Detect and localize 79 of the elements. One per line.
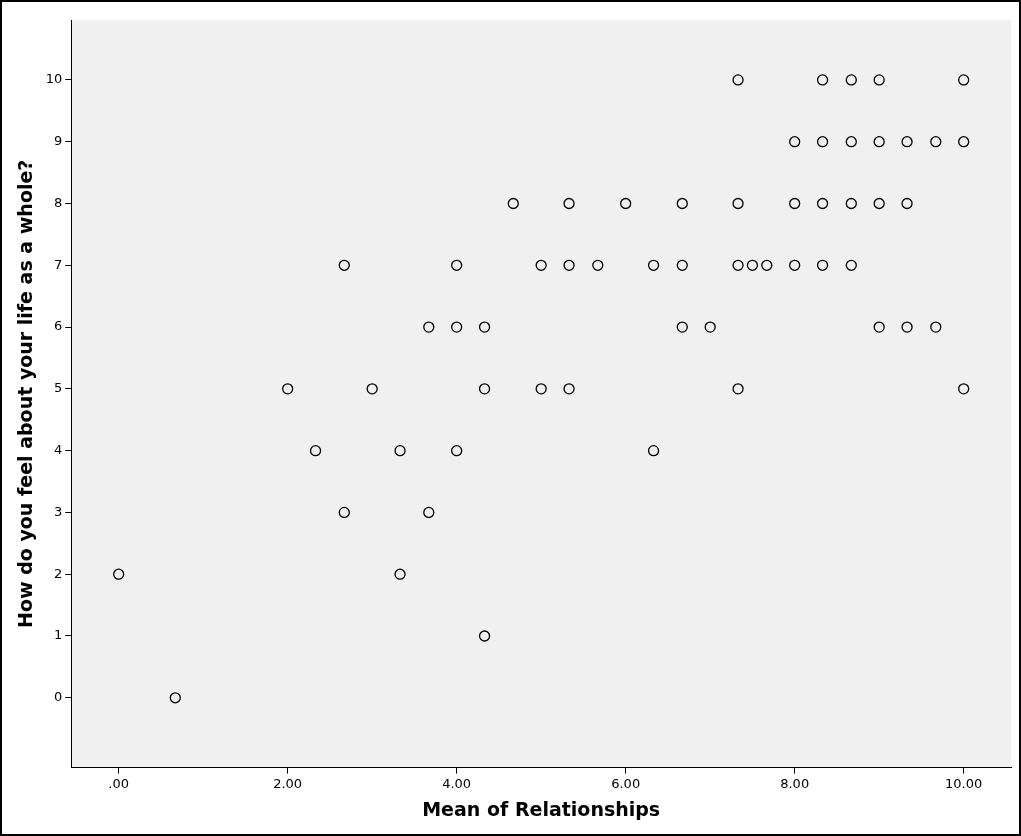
point xyxy=(732,383,744,395)
point xyxy=(478,630,491,642)
point xyxy=(423,321,435,333)
x-tick-label: 2.00 xyxy=(273,775,303,791)
y-tick-label: 10 xyxy=(45,71,63,87)
point xyxy=(704,321,716,333)
point xyxy=(816,74,829,86)
point xyxy=(647,259,660,271)
point xyxy=(816,197,829,210)
point xyxy=(901,197,913,210)
y-tick-label: 0 xyxy=(54,689,63,705)
point xyxy=(592,259,604,271)
y-tick-label: 2 xyxy=(54,565,63,581)
point xyxy=(789,136,801,148)
point xyxy=(746,259,759,271)
point xyxy=(873,321,885,333)
point xyxy=(958,383,970,395)
y-tick-label: 1 xyxy=(54,627,63,643)
point xyxy=(789,259,801,271)
point xyxy=(423,506,435,519)
point xyxy=(394,444,406,457)
point xyxy=(563,197,575,210)
point xyxy=(451,321,463,333)
point xyxy=(478,383,491,395)
point xyxy=(873,74,885,86)
point xyxy=(451,444,463,457)
point xyxy=(761,259,773,271)
point xyxy=(647,444,660,457)
point xyxy=(816,259,829,271)
y-tick-label: 9 xyxy=(54,133,63,149)
point xyxy=(169,692,181,704)
x-tick-label: 4.00 xyxy=(442,775,472,791)
point xyxy=(451,259,463,271)
point xyxy=(845,259,857,271)
point xyxy=(507,197,519,210)
y-tick-label: 7 xyxy=(54,256,63,272)
point xyxy=(732,197,744,210)
x-axis-title: Mean of Relationships xyxy=(422,797,661,820)
point xyxy=(845,74,857,86)
point xyxy=(478,321,491,333)
point xyxy=(789,197,801,210)
y-tick-label: 8 xyxy=(54,194,63,210)
point xyxy=(845,136,857,148)
point xyxy=(366,383,378,395)
point xyxy=(620,197,632,210)
point xyxy=(338,506,350,519)
point xyxy=(676,259,688,271)
point xyxy=(816,136,829,148)
point xyxy=(282,383,294,395)
point xyxy=(563,259,575,271)
x-tick-label: 10.00 xyxy=(945,775,983,791)
point xyxy=(676,321,688,333)
point xyxy=(535,259,547,271)
point xyxy=(732,259,744,271)
point xyxy=(930,136,942,148)
point xyxy=(338,259,350,271)
y-axis-title: How do you feel about your life as a whole? xyxy=(14,159,37,628)
point xyxy=(535,383,547,395)
point xyxy=(845,197,857,210)
point xyxy=(958,136,970,148)
y-tick-label: 5 xyxy=(54,380,63,396)
point xyxy=(394,568,406,580)
point xyxy=(930,321,942,333)
point xyxy=(901,136,913,148)
point xyxy=(676,197,688,210)
x-tick-label: .00 xyxy=(108,775,130,791)
y-tick-label: 3 xyxy=(54,503,63,519)
point xyxy=(873,197,885,210)
x-tick-label: 8.00 xyxy=(780,775,810,791)
point xyxy=(958,74,970,86)
point xyxy=(113,568,125,580)
x-tick-label: 6.00 xyxy=(611,775,641,791)
y-tick-label: 6 xyxy=(54,318,63,334)
point xyxy=(309,444,322,457)
y-tick-label: 4 xyxy=(54,442,63,458)
point xyxy=(873,136,885,148)
point xyxy=(901,321,913,333)
point xyxy=(563,383,575,395)
point xyxy=(732,74,744,86)
